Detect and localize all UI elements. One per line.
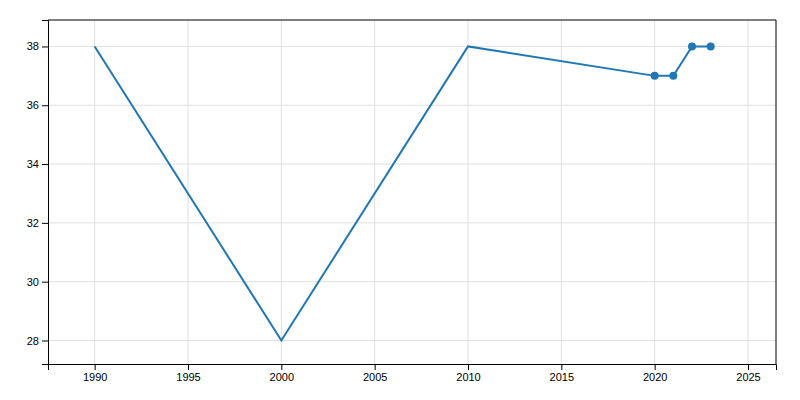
x-tick: 2015 — [550, 364, 574, 383]
y-tick: 32 — [27, 217, 48, 229]
series-marker — [669, 72, 677, 80]
series-marker — [707, 42, 715, 50]
x-tick-mark — [281, 364, 282, 370]
y-axis-line — [42, 21, 49, 365]
grid-line-x — [748, 20, 749, 364]
series-line — [95, 46, 711, 340]
y-tick-mark — [42, 223, 48, 224]
x-tick-label: 2020 — [643, 371, 667, 383]
frame-top — [48, 20, 776, 21]
grid-line-y — [48, 46, 776, 47]
x-tick: 1995 — [176, 364, 200, 383]
y-tick: 38 — [27, 40, 48, 52]
x-tick-label: 2015 — [550, 371, 574, 383]
y-tick-label: 38 — [27, 40, 39, 52]
x-tick: 2000 — [270, 364, 294, 383]
frame-right — [776, 20, 777, 364]
y-tick-mark — [42, 46, 48, 47]
grid-line-y — [48, 105, 776, 106]
grid-line-x — [468, 20, 469, 364]
x-tick: 1990 — [83, 364, 107, 383]
x-tick-label: 2000 — [270, 371, 294, 383]
x-tick-label: 2025 — [736, 371, 760, 383]
y-tick-mark — [42, 340, 48, 341]
x-tick: 2025 — [736, 364, 760, 383]
x-tick-mark — [748, 364, 749, 370]
plot-area: 1990 1995 2000 2005 2010 2015 2020 2025 28 30 32 34… — [27, 20, 777, 383]
grid-line-y — [48, 164, 776, 165]
grid-line-x — [281, 20, 282, 364]
x-tick-label: 2010 — [456, 371, 480, 383]
grid-line-x — [94, 20, 95, 364]
x-tick: 2010 — [456, 364, 480, 383]
marks — [95, 42, 715, 340]
x-tick: 2020 — [643, 364, 667, 383]
x-tick-mark — [375, 364, 376, 370]
grid-line-x — [654, 20, 655, 364]
x-tick-mark — [95, 364, 96, 370]
y-tick-mark — [42, 282, 48, 283]
y-tick: 28 — [27, 334, 48, 346]
x-tick-mark — [655, 364, 656, 370]
y-tick: 30 — [27, 276, 48, 288]
grid — [48, 20, 776, 364]
series-marker — [688, 42, 696, 50]
y-tick: 36 — [27, 99, 48, 111]
grid-line-y — [48, 222, 776, 223]
x-tick-mark — [561, 364, 562, 370]
grid-line-y — [48, 340, 776, 341]
y-tick: 34 — [27, 158, 48, 170]
x-tick-label: 1990 — [83, 371, 107, 383]
y-tick-mark — [42, 164, 48, 165]
y-tick-label: 28 — [27, 334, 39, 346]
chart-svg: 1990 1995 2000 2005 2010 2015 2020 2025 28 30 32 34… — [0, 0, 800, 400]
x-axis: 1990 1995 2000 2005 2010 2015 2020 2025 — [49, 364, 777, 383]
x-tick-mark — [188, 364, 189, 370]
y-tick-label: 36 — [27, 99, 39, 111]
x-tick-label: 1995 — [176, 371, 200, 383]
y-tick-label: 32 — [27, 217, 39, 229]
y-tick-label: 30 — [27, 276, 39, 288]
y-tick-mark — [42, 105, 48, 106]
x-tick: 2005 — [363, 364, 387, 383]
grid-line-y — [48, 281, 776, 282]
series-marker — [651, 72, 659, 80]
y-axis: 28 30 32 34 36 38 — [27, 21, 49, 365]
x-axis-line — [49, 365, 777, 371]
x-tick-label: 2005 — [363, 371, 387, 383]
x-tick-mark — [468, 364, 469, 370]
y-tick-label: 34 — [27, 158, 39, 170]
grid-line-x — [561, 20, 562, 364]
